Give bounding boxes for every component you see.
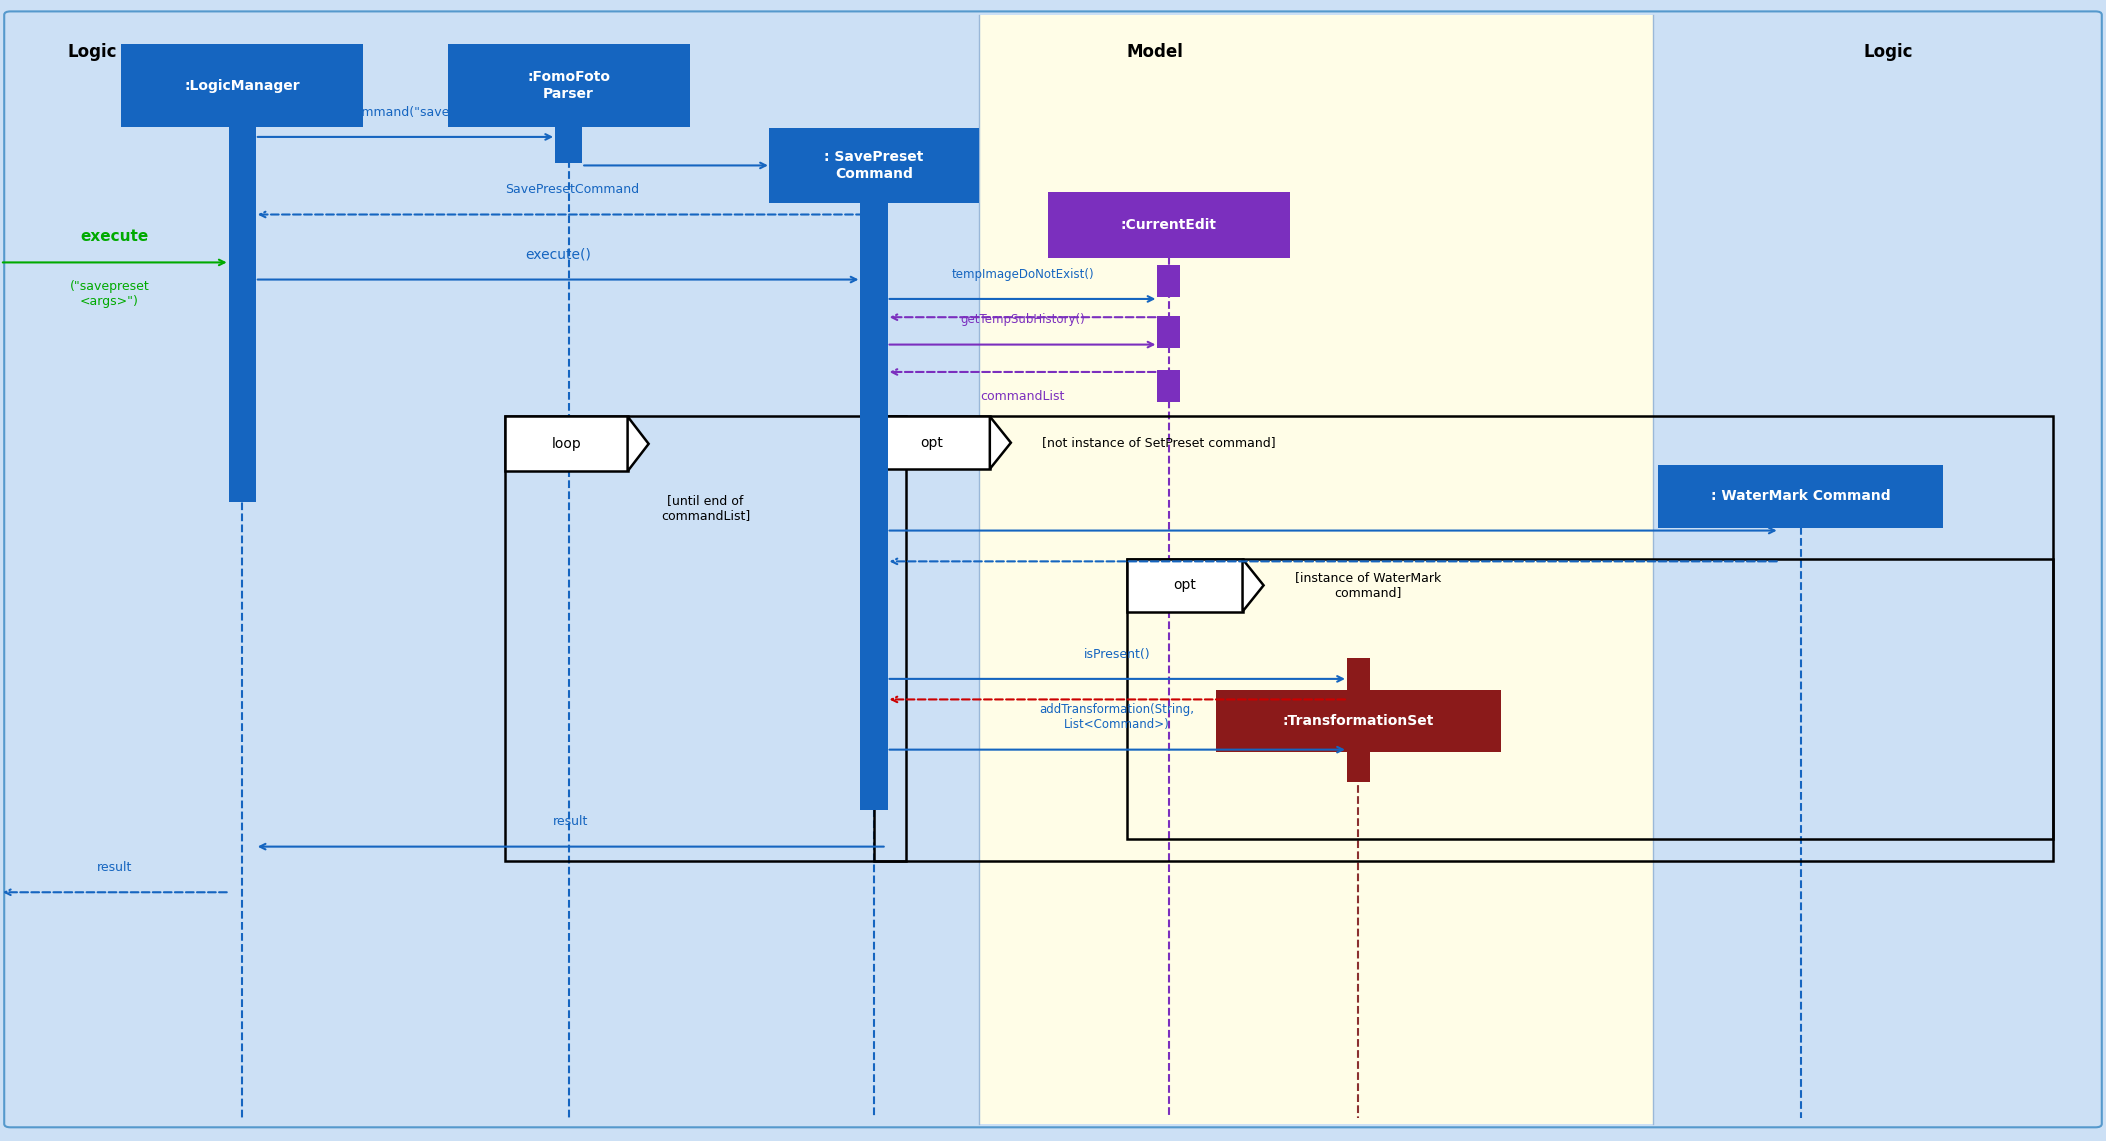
Text: Logic: Logic	[1864, 43, 1914, 62]
Text: :FomoFoto
Parser: :FomoFoto Parser	[526, 71, 611, 100]
Bar	[1215, 689, 1499, 753]
Text: :CurrentEdit: :CurrentEdit	[1120, 218, 1217, 232]
Text: [not instance of SetPreset command]: [not instance of SetPreset command]	[1042, 436, 1276, 450]
Text: loop: loop	[552, 437, 581, 451]
Bar	[1049, 192, 1289, 258]
Bar	[1653, 15, 2095, 1124]
Text: result: result	[554, 816, 588, 828]
Text: Logic: Logic	[67, 43, 118, 62]
Text: addTransformation(String,
List<Command>): addTransformation(String, List<Command>)	[1040, 703, 1194, 731]
Text: opt: opt	[1173, 578, 1196, 592]
Bar	[979, 15, 1653, 1124]
Polygon shape	[628, 416, 649, 471]
Bar	[505, 416, 906, 861]
Bar	[505, 416, 628, 471]
Text: :LogicManager: :LogicManager	[185, 79, 299, 92]
Bar	[1127, 559, 1243, 612]
Bar	[1158, 370, 1179, 402]
Polygon shape	[1243, 559, 1264, 612]
Bar	[1657, 466, 1942, 527]
Polygon shape	[990, 416, 1011, 469]
Bar	[1158, 316, 1179, 348]
Bar	[120, 44, 362, 127]
Bar	[769, 129, 979, 203]
Text: execute(): execute()	[524, 248, 592, 261]
Text: ("savepreset
<args>"): ("savepreset <args>")	[69, 280, 150, 308]
Bar	[446, 44, 689, 127]
Text: execute: execute	[80, 229, 150, 244]
Text: opt: opt	[920, 436, 943, 450]
Text: isPresent(): isPresent()	[1085, 648, 1150, 661]
Text: Model: Model	[1127, 43, 1184, 62]
Text: SavePresetCommand: SavePresetCommand	[505, 184, 638, 196]
Text: tempImageDoNotExist(): tempImageDoNotExist()	[952, 268, 1093, 281]
Bar	[874, 416, 2053, 861]
Bar	[859, 200, 887, 810]
Bar	[554, 100, 581, 163]
Text: parseCommand("savepreset"): parseCommand("savepreset")	[310, 106, 501, 119]
Text: : WaterMark Command: : WaterMark Command	[1710, 489, 1891, 503]
Bar	[1348, 658, 1369, 690]
Text: :TransformationSet: :TransformationSet	[1283, 714, 1434, 728]
Bar	[1158, 265, 1179, 297]
Text: [until end of
commandList]: [until end of commandList]	[661, 494, 750, 523]
FancyBboxPatch shape	[4, 11, 2102, 1127]
Bar	[874, 416, 990, 469]
Bar	[1127, 559, 2053, 839]
Bar	[227, 126, 255, 502]
Text: [instance of WaterMark
command]: [instance of WaterMark command]	[1295, 572, 1441, 599]
Text: commandList: commandList	[979, 390, 1066, 403]
Text: getTempSubHistory(): getTempSubHistory()	[960, 314, 1085, 326]
Text: result: result	[97, 861, 133, 874]
Bar	[1348, 750, 1369, 782]
Text: : SavePreset
Command: : SavePreset Command	[823, 151, 925, 180]
